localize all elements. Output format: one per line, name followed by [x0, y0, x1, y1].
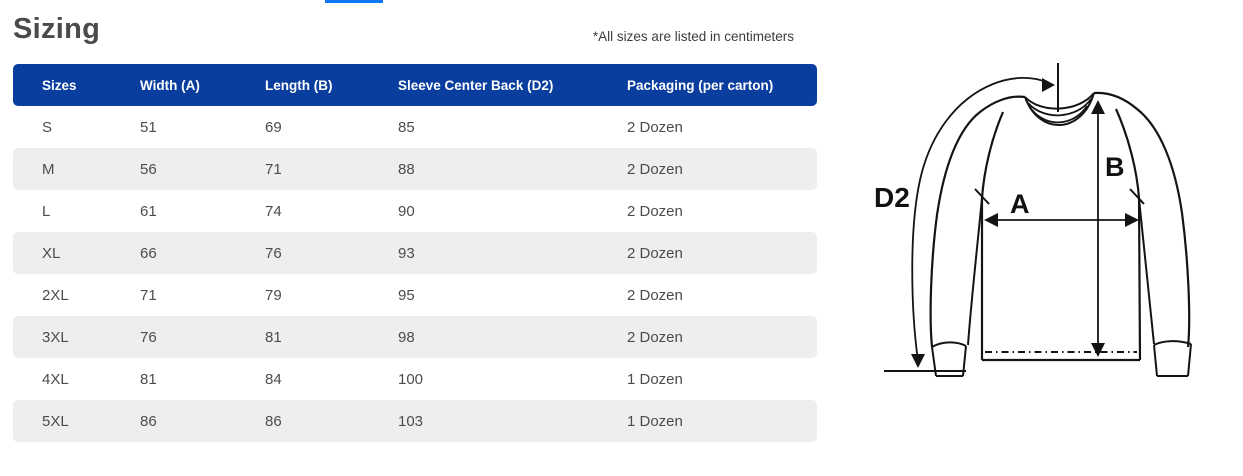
sleeve-cell: 85	[398, 118, 415, 136]
sizing-table: Sizes Width (A) Length (B) Sleeve Center…	[13, 64, 817, 442]
size-cell: L	[42, 202, 51, 220]
width-cell: 86	[140, 412, 157, 430]
packaging-cell: 1 Dozen	[627, 370, 683, 388]
sleeve-cell: 95	[398, 286, 415, 304]
collar-outline	[1024, 92, 1095, 126]
packaging-cell: 2 Dozen	[627, 118, 683, 136]
measure-arrow-sleeve-d2	[884, 76, 1055, 372]
armpit-tick-right	[1129, 188, 1145, 205]
table-row: 5XL 86 86 103 1 Dozen	[13, 400, 817, 442]
size-cell: M	[42, 160, 55, 178]
packaging-cell: 2 Dozen	[627, 328, 683, 346]
units-note: *All sizes are listed in centimeters	[592, 29, 794, 44]
table-row: M 56 71 88 2 Dozen	[13, 148, 817, 190]
label-d2: D2	[874, 182, 910, 213]
size-cell: XL	[42, 244, 61, 262]
shirt-outline	[929, 91, 1192, 377]
column-header-sleeve: Sleeve Center Back (D2)	[398, 77, 554, 93]
size-cell: 2XL	[42, 286, 69, 304]
length-cell: 76	[265, 244, 282, 262]
sleeve-cell: 93	[398, 244, 415, 262]
packaging-cell: 2 Dozen	[627, 160, 683, 178]
column-header-width: Width (A)	[140, 77, 200, 93]
length-cell: 74	[265, 202, 282, 220]
width-cell: 51	[140, 118, 157, 136]
size-cell: 5XL	[42, 412, 69, 430]
width-cell: 71	[140, 286, 157, 304]
width-cell: 56	[140, 160, 157, 178]
length-cell: 79	[265, 286, 282, 304]
table-row: 3XL 76 81 98 2 Dozen	[13, 316, 817, 358]
active-tab-underline	[325, 0, 383, 3]
width-cell: 81	[140, 370, 157, 388]
packaging-cell: 2 Dozen	[627, 286, 683, 304]
width-cell: 66	[140, 244, 157, 262]
sleeve-cell: 90	[398, 202, 415, 220]
table-row: S 51 69 85 2 Dozen	[13, 106, 817, 148]
size-cell: 3XL	[42, 328, 69, 346]
label-b: B	[1105, 152, 1125, 182]
table-header-row: Sizes Width (A) Length (B) Sleeve Center…	[13, 64, 817, 106]
sleeve-cell: 88	[398, 160, 415, 178]
width-cell: 61	[140, 202, 157, 220]
column-header-sizes: Sizes	[42, 77, 77, 93]
length-cell: 84	[265, 370, 282, 388]
label-a: A	[1010, 189, 1030, 219]
length-cell: 71	[265, 160, 282, 178]
column-header-packaging: Packaging (per carton)	[627, 77, 774, 93]
table-row: 4XL 81 84 100 1 Dozen	[13, 358, 817, 400]
packaging-cell: 1 Dozen	[627, 412, 683, 430]
table-row: XL 66 76 93 2 Dozen	[13, 232, 817, 274]
packaging-cell: 2 Dozen	[627, 244, 683, 262]
shirt-measurement-diagram: D2 A B	[858, 55, 1243, 395]
table-row: 2XL 71 79 95 2 Dozen	[13, 274, 817, 316]
packaging-cell: 2 Dozen	[627, 202, 683, 220]
measure-arrow-width-a	[984, 213, 1139, 227]
length-cell: 86	[265, 412, 282, 430]
length-cell: 81	[265, 328, 282, 346]
column-header-length: Length (B)	[265, 77, 333, 93]
sleeve-cell: 98	[398, 328, 415, 346]
table-row: L 61 74 90 2 Dozen	[13, 190, 817, 232]
width-cell: 76	[140, 328, 157, 346]
length-cell: 69	[265, 118, 282, 136]
size-cell: 4XL	[42, 370, 69, 388]
measure-arrow-length-b	[1091, 100, 1105, 357]
armpit-tick-left	[974, 188, 990, 205]
page-title: Sizing	[13, 13, 101, 45]
size-cell: S	[42, 118, 53, 136]
sleeve-cell: 100	[398, 370, 424, 388]
sleeve-cell: 103	[398, 412, 424, 430]
